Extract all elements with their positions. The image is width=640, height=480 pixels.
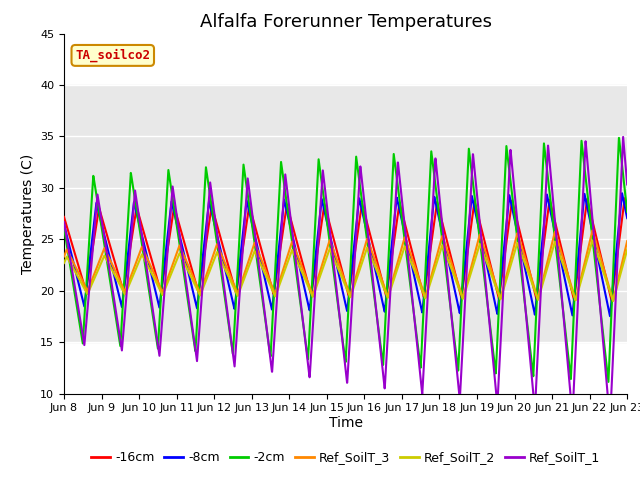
- Text: TA_soilco2: TA_soilco2: [76, 49, 150, 62]
- Legend: -16cm, -8cm, -2cm, Ref_SoilT_3, Ref_SoilT_2, Ref_SoilT_1: -16cm, -8cm, -2cm, Ref_SoilT_3, Ref_Soil…: [86, 446, 605, 469]
- Bar: [64, 85, 627, 342]
- Title: Alfalfa Forerunner Temperatures: Alfalfa Forerunner Temperatures: [200, 12, 492, 31]
- Y-axis label: Temperatures (C): Temperatures (C): [20, 154, 35, 274]
- X-axis label: Time: Time: [328, 416, 363, 430]
